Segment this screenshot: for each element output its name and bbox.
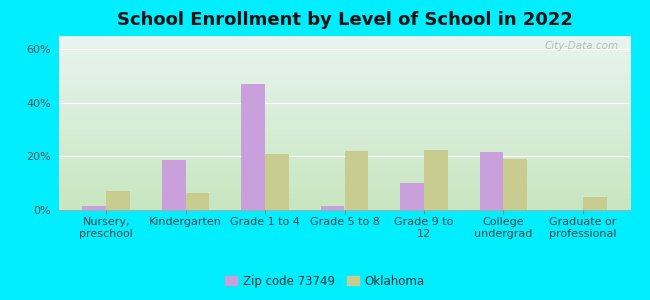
- Text: City-Data.com: City-Data.com: [545, 41, 619, 51]
- Bar: [424, 150, 448, 210]
- Legend: Zip code 73749, Oklahoma: Zip code 73749, Oklahoma: [222, 271, 428, 291]
- Bar: [400, 183, 424, 210]
- Bar: [320, 206, 344, 210]
- Bar: [106, 191, 130, 210]
- Bar: [265, 154, 289, 210]
- Bar: [503, 159, 527, 210]
- Bar: [344, 151, 369, 210]
- Title: School Enrollment by Level of School in 2022: School Enrollment by Level of School in …: [116, 11, 573, 29]
- Bar: [583, 196, 606, 210]
- Bar: [162, 160, 186, 210]
- Bar: [480, 152, 503, 210]
- Bar: [83, 206, 106, 210]
- Bar: [241, 84, 265, 210]
- Bar: [186, 193, 209, 210]
